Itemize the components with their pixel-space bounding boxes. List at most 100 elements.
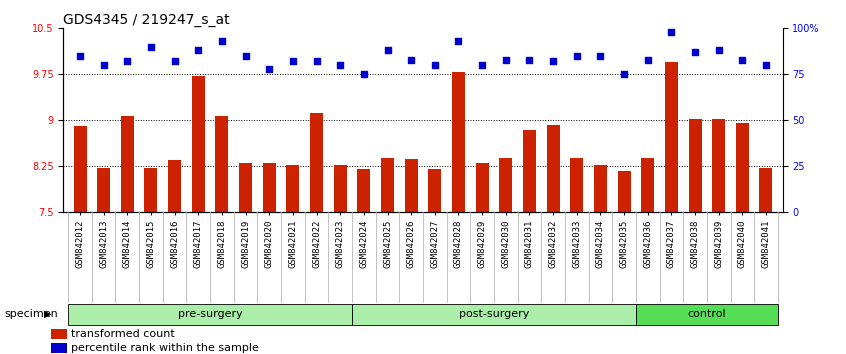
Text: percentile rank within the sample: percentile rank within the sample <box>71 343 259 353</box>
Bar <box>51 343 67 353</box>
Bar <box>263 163 276 212</box>
Point <box>523 57 536 62</box>
Text: pre-surgery: pre-surgery <box>178 309 243 319</box>
Text: GSM842014: GSM842014 <box>123 219 132 268</box>
Bar <box>641 158 654 212</box>
Text: control: control <box>688 309 726 319</box>
Point <box>618 72 631 77</box>
Text: GSM842034: GSM842034 <box>596 219 605 268</box>
Text: GSM842039: GSM842039 <box>714 219 723 268</box>
Bar <box>475 163 489 212</box>
Point <box>168 59 181 64</box>
Text: GSM842026: GSM842026 <box>407 219 415 268</box>
Text: ▶: ▶ <box>44 309 52 319</box>
Bar <box>499 158 513 212</box>
Point <box>286 59 299 64</box>
Bar <box>452 73 465 212</box>
Bar <box>357 170 371 212</box>
Bar <box>97 168 110 212</box>
Bar <box>636 304 777 325</box>
Text: GSM842040: GSM842040 <box>738 219 747 268</box>
Bar <box>760 168 772 212</box>
Text: GSM842030: GSM842030 <box>502 219 510 268</box>
Bar <box>168 160 181 212</box>
Point <box>239 53 252 59</box>
Bar <box>69 304 352 325</box>
Bar <box>428 170 442 212</box>
Bar <box>712 119 725 212</box>
Text: GSM842018: GSM842018 <box>217 219 227 268</box>
Text: specimen: specimen <box>4 309 58 319</box>
Bar <box>333 165 347 212</box>
Point <box>452 38 465 44</box>
Text: GSM842021: GSM842021 <box>288 219 298 268</box>
Text: GSM842035: GSM842035 <box>619 219 629 268</box>
Text: GSM842041: GSM842041 <box>761 219 771 268</box>
Text: GSM842023: GSM842023 <box>336 219 344 268</box>
Text: GSM842032: GSM842032 <box>548 219 558 268</box>
Text: GDS4345 / 219247_s_at: GDS4345 / 219247_s_at <box>63 13 230 27</box>
Text: GSM842025: GSM842025 <box>383 219 392 268</box>
Point <box>689 50 702 55</box>
Point <box>74 53 87 59</box>
Bar <box>618 171 630 212</box>
Bar <box>352 304 636 325</box>
Point <box>144 44 157 50</box>
Bar <box>239 163 252 212</box>
Text: GSM842015: GSM842015 <box>146 219 156 268</box>
Point <box>712 47 726 53</box>
Text: GSM842012: GSM842012 <box>75 219 85 268</box>
Bar <box>404 159 418 212</box>
Point <box>404 57 418 62</box>
Point <box>262 66 276 72</box>
Bar <box>121 116 134 212</box>
Text: GSM842029: GSM842029 <box>478 219 486 268</box>
Text: GSM842037: GSM842037 <box>667 219 676 268</box>
Text: GSM842022: GSM842022 <box>312 219 321 268</box>
Point <box>665 29 678 35</box>
Bar <box>547 125 559 212</box>
Text: GSM842033: GSM842033 <box>572 219 581 268</box>
Bar <box>689 119 701 212</box>
Bar <box>192 76 205 212</box>
Point <box>641 57 655 62</box>
Bar <box>736 124 749 212</box>
Point <box>735 57 749 62</box>
Bar <box>310 113 323 212</box>
Point <box>594 53 607 59</box>
Text: GSM842024: GSM842024 <box>360 219 368 268</box>
Text: transformed count: transformed count <box>71 329 175 339</box>
Bar <box>594 165 607 212</box>
Point <box>191 47 205 53</box>
Point <box>499 57 513 62</box>
Point <box>475 62 489 68</box>
Bar <box>523 130 536 212</box>
Point <box>310 59 323 64</box>
Bar <box>287 165 299 212</box>
Bar <box>381 158 394 212</box>
Text: GSM842036: GSM842036 <box>643 219 652 268</box>
Bar <box>145 167 157 212</box>
Point <box>547 59 560 64</box>
Bar <box>51 329 67 339</box>
Text: GSM842019: GSM842019 <box>241 219 250 268</box>
Text: GSM842016: GSM842016 <box>170 219 179 268</box>
Text: GSM842028: GSM842028 <box>454 219 463 268</box>
Point <box>215 38 228 44</box>
Bar <box>570 158 583 212</box>
Text: post-surgery: post-surgery <box>459 309 529 319</box>
Point <box>120 59 134 64</box>
Text: GSM842013: GSM842013 <box>99 219 108 268</box>
Point <box>570 53 584 59</box>
Bar <box>216 116 228 212</box>
Text: GSM842017: GSM842017 <box>194 219 203 268</box>
Point <box>381 47 394 53</box>
Point <box>357 72 371 77</box>
Text: GSM842027: GSM842027 <box>431 219 439 268</box>
Point <box>333 62 347 68</box>
Point <box>97 62 111 68</box>
Point <box>759 62 772 68</box>
Bar <box>665 62 678 212</box>
Bar <box>74 126 86 212</box>
Point <box>428 62 442 68</box>
